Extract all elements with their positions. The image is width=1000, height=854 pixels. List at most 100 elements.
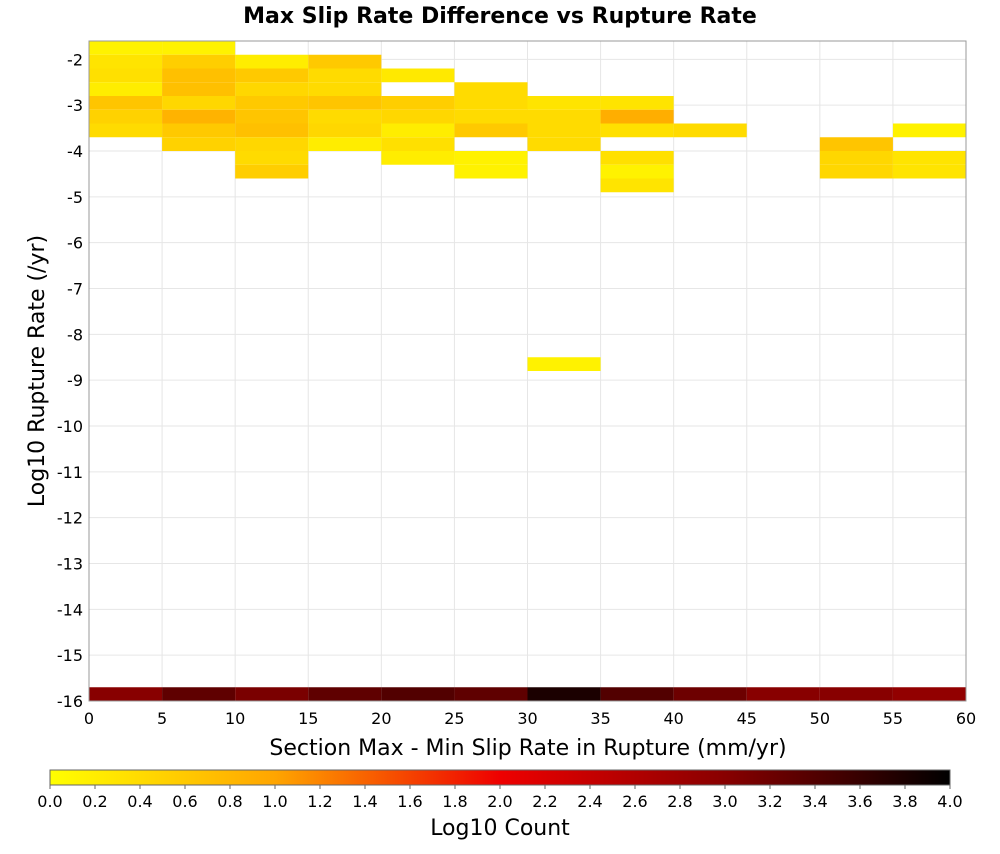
heatmap-cell bbox=[892, 164, 966, 179]
colorbar-tick-label: 2.4 bbox=[577, 792, 602, 811]
y-axis-label: Log10 Rupture Rate (/yr) bbox=[25, 235, 50, 507]
y-axis-ticks: -2 -3 -4 -5 -6 -7 -8 -9 -10 -11 -12 -13 -14 -15 -16 bbox=[57, 50, 83, 711]
heatmap-cell bbox=[162, 123, 236, 138]
colorbar bbox=[49, 769, 951, 786]
heatmap-cell bbox=[600, 687, 674, 701]
y-tick-label: -3 bbox=[67, 96, 83, 115]
colorbar-tick-label: 0.0 bbox=[37, 792, 62, 811]
heatmap-cell bbox=[673, 687, 747, 701]
colorbar-tick-label: 3.6 bbox=[847, 792, 872, 811]
y-tick-label: -16 bbox=[57, 692, 83, 711]
y-tick-label: -12 bbox=[57, 509, 83, 528]
heatmap-cell bbox=[89, 123, 163, 138]
heatmap-cell bbox=[162, 54, 236, 69]
colorbar-ticks: 0.0 0.2 0.4 0.6 0.8 1.0 1.2 1.4 1.6 1.8 2.0 2.2 2.4 2… bbox=[37, 785, 963, 811]
heatmap-cell bbox=[162, 41, 236, 55]
x-tick-label: 60 bbox=[956, 709, 976, 728]
chart-title: Max Slip Rate Difference vs Rupture Rate bbox=[243, 4, 757, 29]
heatmap-cell bbox=[819, 151, 893, 165]
heatmap-cell bbox=[235, 96, 309, 110]
heatmap-cell bbox=[381, 123, 455, 138]
y-tick-label: -14 bbox=[57, 600, 83, 619]
colorbar-tick-label: 0.4 bbox=[127, 792, 152, 811]
heatmap-cell bbox=[308, 82, 382, 96]
y-tick-label: -2 bbox=[67, 50, 83, 69]
heatmap-cell bbox=[308, 96, 382, 110]
colorbar-tick-label: 3.8 bbox=[892, 792, 917, 811]
x-tick-label: 10 bbox=[225, 709, 245, 728]
colorbar-tick-label: 1.0 bbox=[262, 792, 287, 811]
x-tick-label: 20 bbox=[371, 709, 391, 728]
heatmap-cell bbox=[89, 109, 163, 124]
colorbar-tick-label: 3.2 bbox=[757, 792, 782, 811]
heatmap-cell bbox=[454, 151, 528, 165]
colorbar-label: Log10 Count bbox=[430, 816, 570, 841]
colorbar-tick-label: 0.2 bbox=[82, 792, 107, 811]
heatmap-cell bbox=[89, 41, 163, 55]
heatmap-cell bbox=[454, 82, 528, 96]
heatmap-cell bbox=[381, 687, 455, 701]
x-tick-label: 5 bbox=[157, 709, 167, 728]
heatmap-cell bbox=[235, 123, 309, 138]
heatmap-cell bbox=[308, 123, 382, 138]
heatmap-cell bbox=[527, 357, 601, 371]
colorbar-tick-label: 0.8 bbox=[217, 792, 242, 811]
x-tick-label: 45 bbox=[737, 709, 757, 728]
x-axis-ticks: 0 5 10 15 20 25 30 35 40 45 50 55 60 bbox=[84, 709, 976, 728]
heatmap-cell bbox=[892, 687, 966, 701]
heatmap-cell bbox=[162, 137, 236, 151]
colorbar-tick-label: 3.4 bbox=[802, 792, 827, 811]
heatmap-cell bbox=[235, 82, 309, 96]
heatmap-cell bbox=[819, 137, 893, 151]
heatmap-cell bbox=[89, 68, 163, 83]
heatmap-cell bbox=[527, 687, 601, 701]
y-tick-label: -7 bbox=[67, 280, 83, 299]
y-tick-label: -11 bbox=[57, 463, 83, 482]
heatmap-cell bbox=[235, 164, 309, 179]
heatmap-cell bbox=[308, 54, 382, 69]
heatmap-cell bbox=[235, 54, 309, 69]
heatmap-cell bbox=[454, 96, 528, 110]
colorbar-tick-label: 1.8 bbox=[442, 792, 467, 811]
plot-area-border bbox=[88, 40, 967, 702]
y-tick-label: -9 bbox=[67, 371, 83, 390]
colorbar-tick-label: 0.6 bbox=[172, 792, 197, 811]
x-tick-label: 40 bbox=[663, 709, 683, 728]
colorbar-tick-label: 2.8 bbox=[667, 792, 692, 811]
heatmap-cell bbox=[527, 137, 601, 151]
heatmap-cell bbox=[162, 82, 236, 96]
y-tick-label: -5 bbox=[67, 188, 83, 207]
heatmap-cell bbox=[162, 68, 236, 83]
heatmap-cell bbox=[600, 109, 674, 124]
heatmap-cell bbox=[235, 687, 309, 701]
heatmap-cell bbox=[673, 123, 747, 138]
heatmap-cell bbox=[819, 164, 893, 179]
heatmap-cell bbox=[600, 178, 674, 193]
heatmap-cell bbox=[235, 68, 309, 83]
heatmap-cell bbox=[308, 109, 382, 124]
heatmap-cell bbox=[527, 109, 601, 124]
heatmap-cell bbox=[308, 687, 382, 701]
heatmap-cell bbox=[89, 687, 163, 701]
x-tick-label: 25 bbox=[444, 709, 464, 728]
heatmap-cell bbox=[162, 96, 236, 110]
heatmap-cell bbox=[819, 687, 893, 701]
colorbar-tick-label: 1.2 bbox=[307, 792, 332, 811]
heatmap-cell bbox=[381, 109, 455, 124]
colorbar-tick-label: 2.2 bbox=[532, 792, 557, 811]
heatmap-cell bbox=[89, 96, 163, 110]
y-tick-label: -10 bbox=[57, 417, 83, 436]
colorbar-tick-label: 2.6 bbox=[622, 792, 647, 811]
x-tick-label: 30 bbox=[517, 709, 537, 728]
heatmap-cell bbox=[89, 82, 163, 96]
heatmap-cell bbox=[600, 96, 674, 110]
y-tick-label: -13 bbox=[57, 555, 83, 574]
heatmap-cell bbox=[235, 151, 309, 165]
x-axis-label: Section Max - Min Slip Rate in Rupture (… bbox=[269, 736, 786, 761]
heatmap-cell bbox=[527, 123, 601, 138]
colorbar-tick-label: 2.0 bbox=[487, 792, 512, 811]
heatmap-cell bbox=[600, 151, 674, 165]
heatmap-cell bbox=[89, 54, 163, 69]
heatmap-cell bbox=[454, 687, 528, 701]
